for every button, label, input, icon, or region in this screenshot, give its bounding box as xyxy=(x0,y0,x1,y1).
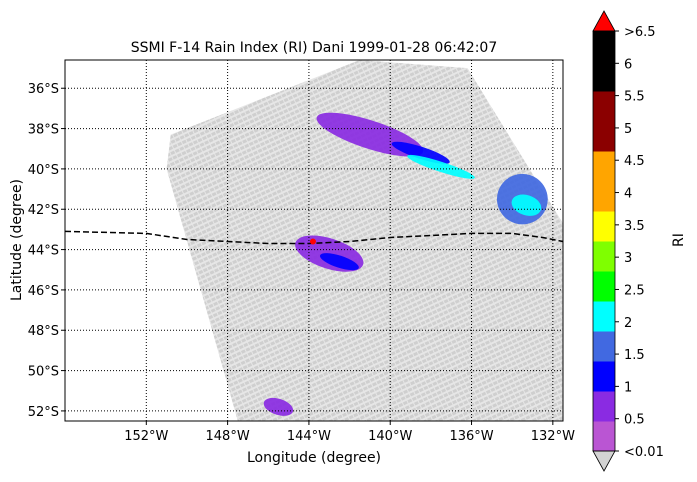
colorbar-frame xyxy=(592,30,616,452)
rain-layer xyxy=(263,112,548,416)
colorbar-tick-label: 4 xyxy=(624,187,632,202)
colorbar-tick-label: 5.5 xyxy=(624,90,645,105)
colorbar-over-extension xyxy=(592,10,616,32)
x-tick-label: 152°W xyxy=(124,429,168,444)
colorbar-tick-label: 5 xyxy=(624,122,632,137)
rain-region xyxy=(391,141,450,164)
colorbar-segment xyxy=(593,331,615,362)
storm-track-layer xyxy=(65,230,563,245)
colorbar-segment xyxy=(593,151,615,182)
colorbar-segment xyxy=(593,391,615,422)
y-tick-label: 38°S xyxy=(28,123,59,138)
colorbar-tick-label: 1 xyxy=(624,380,632,395)
colorbar-segment xyxy=(593,61,615,92)
chart-title: SSMI F-14 Rain Index (RI) Dani 1999-01-2… xyxy=(131,40,498,56)
map-plot-area xyxy=(65,60,563,421)
y-axis-label: Latitude (degree) xyxy=(9,179,25,301)
x-tick-label: 144°W xyxy=(287,429,331,444)
y-axis-ticks: 36°S 38°S 40°S 42°S 44°S 46°S 48°S 50°S 52°S xyxy=(28,82,65,420)
colorbar-tick-label: 2.5 xyxy=(624,283,645,298)
y-tick-label: 44°S xyxy=(28,244,59,259)
colorbar-segment xyxy=(593,421,615,452)
storm-center-marker xyxy=(309,238,316,245)
colorbar-tick-label: 4.5 xyxy=(624,154,645,169)
colorbar-tick-label: 6 xyxy=(624,57,632,72)
x-axis-ticks: 152°W 148°W 144°W 140°W 136°W 132°W xyxy=(124,421,575,444)
colorbar-segment xyxy=(593,91,615,122)
colorbar-segment xyxy=(593,31,615,62)
colorbar-tick-label: 0.5 xyxy=(624,413,645,428)
plot-frame xyxy=(64,59,564,422)
colorbar-tick-label: 3.5 xyxy=(624,219,645,234)
y-tick-label: 42°S xyxy=(28,203,59,218)
y-tick-label: 50°S xyxy=(28,365,59,380)
x-tick-label: 136°W xyxy=(449,429,493,444)
rain-region xyxy=(407,154,475,179)
colorbar-segment xyxy=(593,121,615,152)
y-tick-label: 40°S xyxy=(28,163,59,178)
colorbar-segment xyxy=(593,361,615,392)
colorbar-tick-label: <0.01 xyxy=(624,445,664,460)
colorbar-segment xyxy=(593,241,615,272)
colorbar-under-extension xyxy=(592,450,616,472)
colorbar-segment xyxy=(593,181,615,212)
x-tick-label: 148°W xyxy=(206,429,250,444)
colorbar-segment xyxy=(593,271,615,302)
colorbar-segment xyxy=(593,211,615,242)
colorbar-label: RI xyxy=(671,233,687,247)
storm-track-line xyxy=(65,230,563,245)
colorbar: <0.01 0.5 1 1.5 2 2.5 3 3.5 4 4.5 5 5.5 6 >6.5 xyxy=(592,10,664,472)
colorbar-segment xyxy=(593,301,615,332)
rain-region xyxy=(511,194,542,216)
y-tick-label: 36°S xyxy=(28,82,59,97)
rain-region xyxy=(263,397,294,416)
y-tick-label: 52°S xyxy=(28,405,59,420)
y-tick-label: 46°S xyxy=(28,284,59,299)
colorbar-tick-label: 3 xyxy=(624,251,632,266)
y-tick-label: 48°S xyxy=(28,324,59,339)
colorbar-tick-label: 2 xyxy=(624,316,632,331)
x-tick-label: 132°W xyxy=(531,429,575,444)
colorbar-tick-label: 1.5 xyxy=(624,348,645,363)
graticule xyxy=(65,60,563,421)
colorbar-tick-label: >6.5 xyxy=(624,25,656,40)
rain-region xyxy=(319,253,359,271)
x-tick-label: 140°W xyxy=(368,429,412,444)
x-axis-label: Longitude (degree) xyxy=(247,450,381,466)
